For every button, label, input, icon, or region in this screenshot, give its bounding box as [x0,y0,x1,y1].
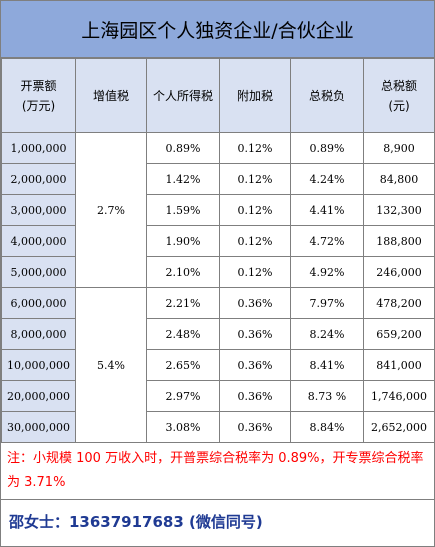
total-tax-cell: 2,652,000 [363,411,435,443]
income-tax-cell: 2.97% [146,380,220,412]
revenue-cell: 20,000,000 [1,380,76,412]
surtax-cell: 0.36% [219,411,291,443]
total-rate-cell: 8.24% [290,318,364,350]
table-row: 10,000,000 2.65% 0.36% 8.41% 841,000 [1,349,435,381]
revenue-cell: 8,000,000 [1,318,76,350]
total-tax-cell: 132,300 [363,194,435,226]
total-tax-cell: 1,746,000 [363,380,435,412]
total-rate-cell: 4.41% [290,194,364,226]
total-rate-cell: 8.41% [290,349,364,381]
total-rate-cell: 4.72% [290,225,364,257]
revenue-cell: 6,000,000 [1,287,76,319]
revenue-cell: 5,000,000 [1,256,76,288]
surtax-cell: 0.12% [219,132,291,164]
note-text: 注：小规模 100 万收入时，开普票综合税率为 0.89%，开专票综合税率为 3… [1,443,435,500]
table-row: 3,000,000 1.59% 0.12% 4.41% 132,300 [1,194,435,226]
header-surtax: 附加税 [219,58,291,133]
total-tax-cell: 84,800 [363,163,435,195]
income-tax-cell: 2.21% [146,287,220,319]
surtax-cell: 0.36% [219,318,291,350]
income-tax-cell: 1.90% [146,225,220,257]
surtax-cell: 0.12% [219,256,291,288]
table-row: 20,000,000 2.97% 0.36% 8.73 % 1,746,000 [1,380,435,412]
table-row: 5,000,000 2.10% 0.12% 4.92% 246,000 [1,256,435,288]
income-tax-cell: 2.48% [146,318,220,350]
total-tax-cell: 188,800 [363,225,435,257]
total-tax-cell: 841,000 [363,349,435,381]
tax-rate-table: 开票额 (万元) 增值税 个人所得税 附加税 总税负 总税额 (元) 1,000,0… [1,58,435,443]
revenue-cell: 10,000,000 [1,349,76,381]
total-tax-cell: 659,200 [363,318,435,350]
income-tax-cell: 1.42% [146,163,220,195]
total-rate-cell: 0.89% [290,132,364,164]
total-rate-cell: 8.84% [290,411,364,443]
vat-cell: 2.7% [75,132,147,288]
table-row: 8,000,000 2.48% 0.36% 8.24% 659,200 [1,318,435,350]
surtax-cell: 0.36% [219,287,291,319]
income-tax-cell: 3.08% [146,411,220,443]
revenue-cell: 1,000,000 [1,132,76,164]
table-row: 4,000,000 1.90% 0.12% 4.72% 188,800 [1,225,435,257]
header-total-tax: 总税额 (元) [363,58,435,133]
header-income-tax: 个人所得税 [146,58,220,133]
table-row: 1,000,000 2.7% 0.89% 0.12% 0.89% 8,900 [1,132,435,288]
revenue-cell: 30,000,000 [1,411,76,443]
table-header-row: 开票额 (万元) 增值税 个人所得税 附加税 总税负 总税额 (元) [1,58,435,133]
revenue-cell: 4,000,000 [1,225,76,257]
surtax-cell: 0.12% [219,225,291,257]
table-row: 2,000,000 1.42% 0.12% 4.24% 84,800 [1,163,435,195]
table-body: 1,000,000 2.7% 0.89% 0.12% 0.89% 8,900 2,000,0… [1,132,435,443]
header-vat: 增值税 [75,58,147,133]
surtax-cell: 0.12% [219,163,291,195]
total-rate-cell: 4.92% [290,256,364,288]
page-title: 上海园区个人独资企业/合伙企业 [1,1,434,58]
revenue-cell: 3,000,000 [1,194,76,226]
revenue-cell: 2,000,000 [1,163,76,195]
header-total-rate: 总税负 [290,58,364,133]
income-tax-cell: 2.10% [146,256,220,288]
surtax-cell: 0.36% [219,349,291,381]
surtax-cell: 0.36% [219,380,291,412]
total-rate-cell: 8.73 % [290,380,364,412]
total-tax-cell: 478,200 [363,287,435,319]
total-rate-cell: 7.97% [290,287,364,319]
table-row: 30,000,000 3.08% 0.36% 8.84% 2,652,000 [1,411,435,443]
income-tax-cell: 0.89% [146,132,220,164]
vat-cell: 5.4% [75,287,147,443]
total-tax-cell: 246,000 [363,256,435,288]
income-tax-cell: 2.65% [146,349,220,381]
total-tax-cell: 8,900 [363,132,435,164]
total-rate-cell: 4.24% [290,163,364,195]
income-tax-cell: 1.59% [146,194,220,226]
contact-info: 邵女士：13637917683 (微信同号) [9,512,263,531]
table-row: 6,000,000 5.4% 2.21% 0.36% 7.97% 478,200 [1,287,435,443]
surtax-cell: 0.12% [219,194,291,226]
header-revenue: 开票额 (万元) [1,58,76,133]
